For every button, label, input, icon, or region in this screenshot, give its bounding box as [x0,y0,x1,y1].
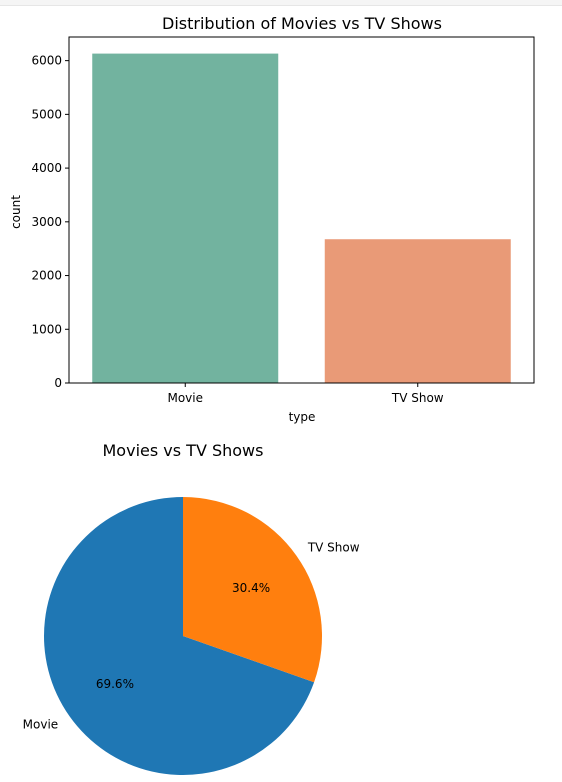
pie-slice-label: TV Show [307,541,360,555]
y-tick-label: 3000 [31,215,62,229]
bar-0 [92,53,279,383]
y-axis-ticks: 0 1000 2000 3000 4000 5000 6000 [31,54,69,390]
y-tick-label: 2000 [31,269,62,283]
pie-slice-1 [183,497,322,683]
y-tick-label: 5000 [31,107,62,121]
bar-chart-title: Distribution of Movies vs TV Shows [162,14,442,33]
x-axis-ticks: Movie TV Show [167,383,444,405]
y-tick-label: 0 [54,376,62,390]
y-tick-label: 6000 [31,54,62,68]
output-cell-top-strip [0,0,562,6]
pie-slice-0 [44,497,315,775]
bar-1 [324,239,511,383]
y-tick-label: 4000 [31,161,62,175]
y-tick-label: 1000 [31,322,62,336]
pie-marks: 69.6% Movie 30.4% TV Show [23,497,360,775]
pie-percent-label: 30.4% [232,581,270,595]
x-tick-label: TV Show [391,391,444,405]
pie-chart-title: Movies vs TV Shows [103,441,264,460]
pie-chart: Movies vs TV Shows 69.6% Movie 30.4% TV Sho… [23,441,360,775]
bar-chart: Distribution of Movies vs TV Shows 0 1000… [9,14,535,424]
x-tick-label: Movie [167,391,203,405]
y-axis-label: count [9,195,23,229]
bar-marks [92,53,511,383]
x-axis-label: type [289,410,316,424]
pie-percent-label: 69.6% [96,677,134,691]
pie-slice-label: Movie [23,717,59,731]
plot-frame [68,36,535,384]
